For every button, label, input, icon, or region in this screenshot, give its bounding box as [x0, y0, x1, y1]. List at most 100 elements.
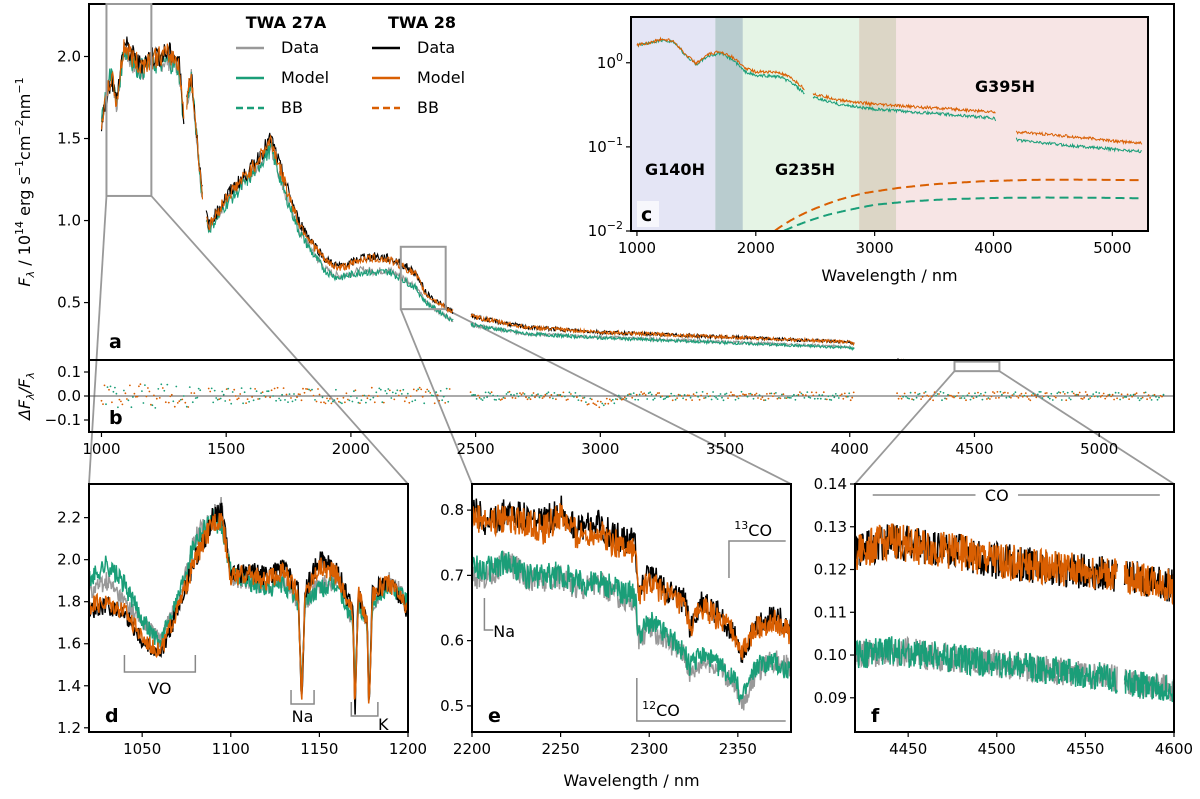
- residual-point: [987, 397, 990, 399]
- residual-point: [980, 392, 982, 395]
- zoom-box-f: [953, 360, 1001, 373]
- residual-point: [676, 397, 678, 399]
- residual-point: [538, 396, 541, 399]
- residual-point: [1021, 395, 1024, 398]
- residual-point: [749, 392, 752, 395]
- residual-point: [918, 392, 921, 395]
- residual-point: [224, 400, 227, 402]
- residual-point: [1035, 396, 1038, 399]
- region-label-G140H: G140H: [645, 160, 705, 179]
- residual-point: [118, 398, 121, 401]
- residual-point: [665, 396, 668, 399]
- residual-point: [641, 393, 644, 395]
- residual-point: [1059, 391, 1062, 394]
- y-tick-label-e: 0.7: [440, 566, 464, 584]
- residual-point: [1153, 393, 1156, 396]
- residual-point: [815, 391, 818, 394]
- residual-point: [350, 395, 352, 398]
- residual-point: [130, 406, 133, 409]
- y-axis-label-a: Fλ / 1014 erg s−1cm−2nm−1: [13, 77, 37, 286]
- residual-point: [1057, 391, 1060, 393]
- residual-point: [394, 392, 397, 395]
- residual-point: [831, 394, 834, 397]
- residual-point: [432, 394, 435, 397]
- residual-point: [218, 398, 221, 400]
- x-tick-label-e: 2250: [542, 740, 580, 758]
- residual-point: [668, 395, 671, 398]
- residual-point: [977, 391, 979, 394]
- residual-point: [522, 392, 524, 394]
- residual-point: [1114, 391, 1117, 394]
- y-tick-label-a: 0.5: [57, 294, 81, 312]
- residual-point: [526, 398, 529, 401]
- residual-point: [993, 392, 996, 394]
- residual-point: [418, 386, 421, 389]
- residual-point: [160, 383, 163, 386]
- residual-point: [758, 394, 761, 396]
- residual-point: [683, 394, 686, 396]
- x-tick-label-c: 5000: [1093, 239, 1131, 257]
- residual-point: [834, 393, 837, 395]
- residual-point: [523, 393, 526, 395]
- residual-point: [788, 396, 791, 399]
- residual-point: [1004, 391, 1006, 394]
- residual-point: [564, 395, 566, 398]
- residual-point: [100, 399, 103, 402]
- residual-point: [312, 394, 315, 397]
- residual-point: [351, 400, 354, 403]
- residual-point: [632, 392, 635, 394]
- y-tick-exponent: −1: [607, 135, 623, 148]
- ylabel-b-sub: λ: [24, 372, 37, 380]
- residual-point: [210, 387, 213, 390]
- residual-point: [956, 395, 958, 397]
- residual-point: [357, 401, 360, 404]
- residual-point: [920, 398, 922, 400]
- residual-point: [923, 392, 925, 394]
- residual-point: [1002, 392, 1005, 394]
- residual-point: [818, 394, 821, 396]
- series-line-c-1: [636, 36, 1143, 146]
- residual-point: [727, 397, 729, 399]
- residual-point: [543, 395, 545, 398]
- residual-point: [502, 396, 505, 399]
- residual-point: [1001, 393, 1003, 396]
- residual-point: [763, 399, 765, 402]
- residual-point: [1030, 394, 1033, 397]
- residual-point: [716, 398, 719, 400]
- residual-point: [305, 388, 307, 390]
- y-tick-label-d: 1.2: [57, 719, 81, 737]
- residual-point: [643, 392, 646, 395]
- y-tick-base: 10: [588, 222, 607, 240]
- residual-point: [1113, 398, 1115, 401]
- ylabel-sup: −2: [13, 119, 26, 135]
- residual-point: [513, 394, 515, 396]
- residual-point: [245, 402, 248, 404]
- residual-point: [209, 390, 212, 393]
- residual-point: [478, 396, 481, 399]
- residual-point: [745, 393, 747, 396]
- residual-point: [133, 392, 136, 395]
- y-tick-exponent: 0: [616, 51, 623, 64]
- residual-point: [193, 392, 196, 394]
- residual-point: [166, 383, 169, 386]
- residual-point: [770, 392, 773, 395]
- residual-point: [582, 397, 584, 399]
- residual-point: [915, 396, 918, 399]
- residual-point: [775, 392, 777, 394]
- residual-point: [1119, 398, 1121, 401]
- x-tick-label-b: 1500: [207, 440, 245, 458]
- residual-point: [1048, 397, 1051, 400]
- residual-point: [188, 386, 191, 388]
- residual-point: [317, 388, 319, 390]
- residual-point: [514, 397, 517, 399]
- residual-point: [728, 394, 731, 397]
- residual-point: [743, 393, 746, 396]
- residual-point: [593, 403, 596, 405]
- residual-point: [715, 396, 717, 399]
- residual-point: [602, 404, 605, 407]
- residual-point: [936, 393, 939, 395]
- residual-point: [396, 389, 399, 392]
- residual-point: [1042, 395, 1045, 398]
- residual-point: [610, 400, 613, 402]
